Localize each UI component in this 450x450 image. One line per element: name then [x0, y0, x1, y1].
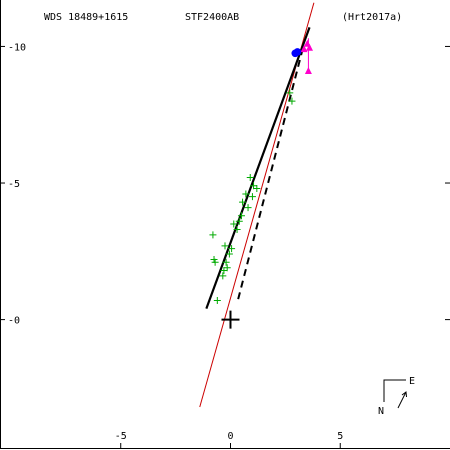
speckle-point	[293, 48, 302, 56]
observation-point	[211, 258, 219, 266]
observation-point	[219, 272, 227, 280]
data-points	[209, 38, 314, 329]
header-left-label: WDS 18489+1615	[44, 12, 128, 23]
dashed-line	[237, 43, 305, 300]
observation-point	[209, 231, 217, 239]
observation-point	[237, 212, 245, 220]
observation-point	[213, 296, 221, 304]
recent-point	[300, 45, 308, 53]
y-tick-label: -10	[8, 42, 26, 53]
observation-point	[230, 220, 238, 228]
y-tick-label: -0	[8, 316, 20, 327]
observation-point	[228, 245, 236, 253]
observation-point	[233, 225, 241, 233]
x-tick-label: 0	[227, 431, 233, 442]
observation-point	[248, 193, 256, 201]
compass-arrow-head	[401, 391, 407, 398]
recent-error-marker	[304, 67, 312, 75]
observation-point	[242, 190, 250, 198]
observation-point	[235, 217, 243, 225]
x-tick-label: -5	[115, 431, 127, 442]
header-right-label: (Hrt2017a)	[342, 12, 402, 23]
observation-point	[222, 258, 230, 266]
compass-bracket	[383, 379, 406, 402]
header-center-label: STF2400AB	[185, 12, 239, 23]
compass-motion-arrow	[397, 391, 407, 409]
observation-point	[253, 184, 261, 192]
primary-star-marker	[221, 310, 240, 329]
observation-point	[221, 242, 229, 250]
compass: E N	[378, 376, 415, 417]
observation-point	[239, 198, 247, 206]
compass-east-label: E	[409, 376, 415, 387]
recent-point	[306, 43, 314, 51]
observation-point	[246, 174, 254, 182]
observation-point	[225, 250, 233, 258]
observation-point	[223, 264, 231, 272]
x-tick-label: 5	[337, 431, 343, 442]
y-tick-label: -5	[8, 179, 20, 190]
axis-ticks: -5 0 5 -10 -5 -0	[0, 42, 450, 448]
observation-point	[244, 204, 252, 212]
observation-point	[288, 97, 296, 105]
compass-north-label: N	[378, 406, 384, 417]
observation-point	[286, 89, 294, 97]
